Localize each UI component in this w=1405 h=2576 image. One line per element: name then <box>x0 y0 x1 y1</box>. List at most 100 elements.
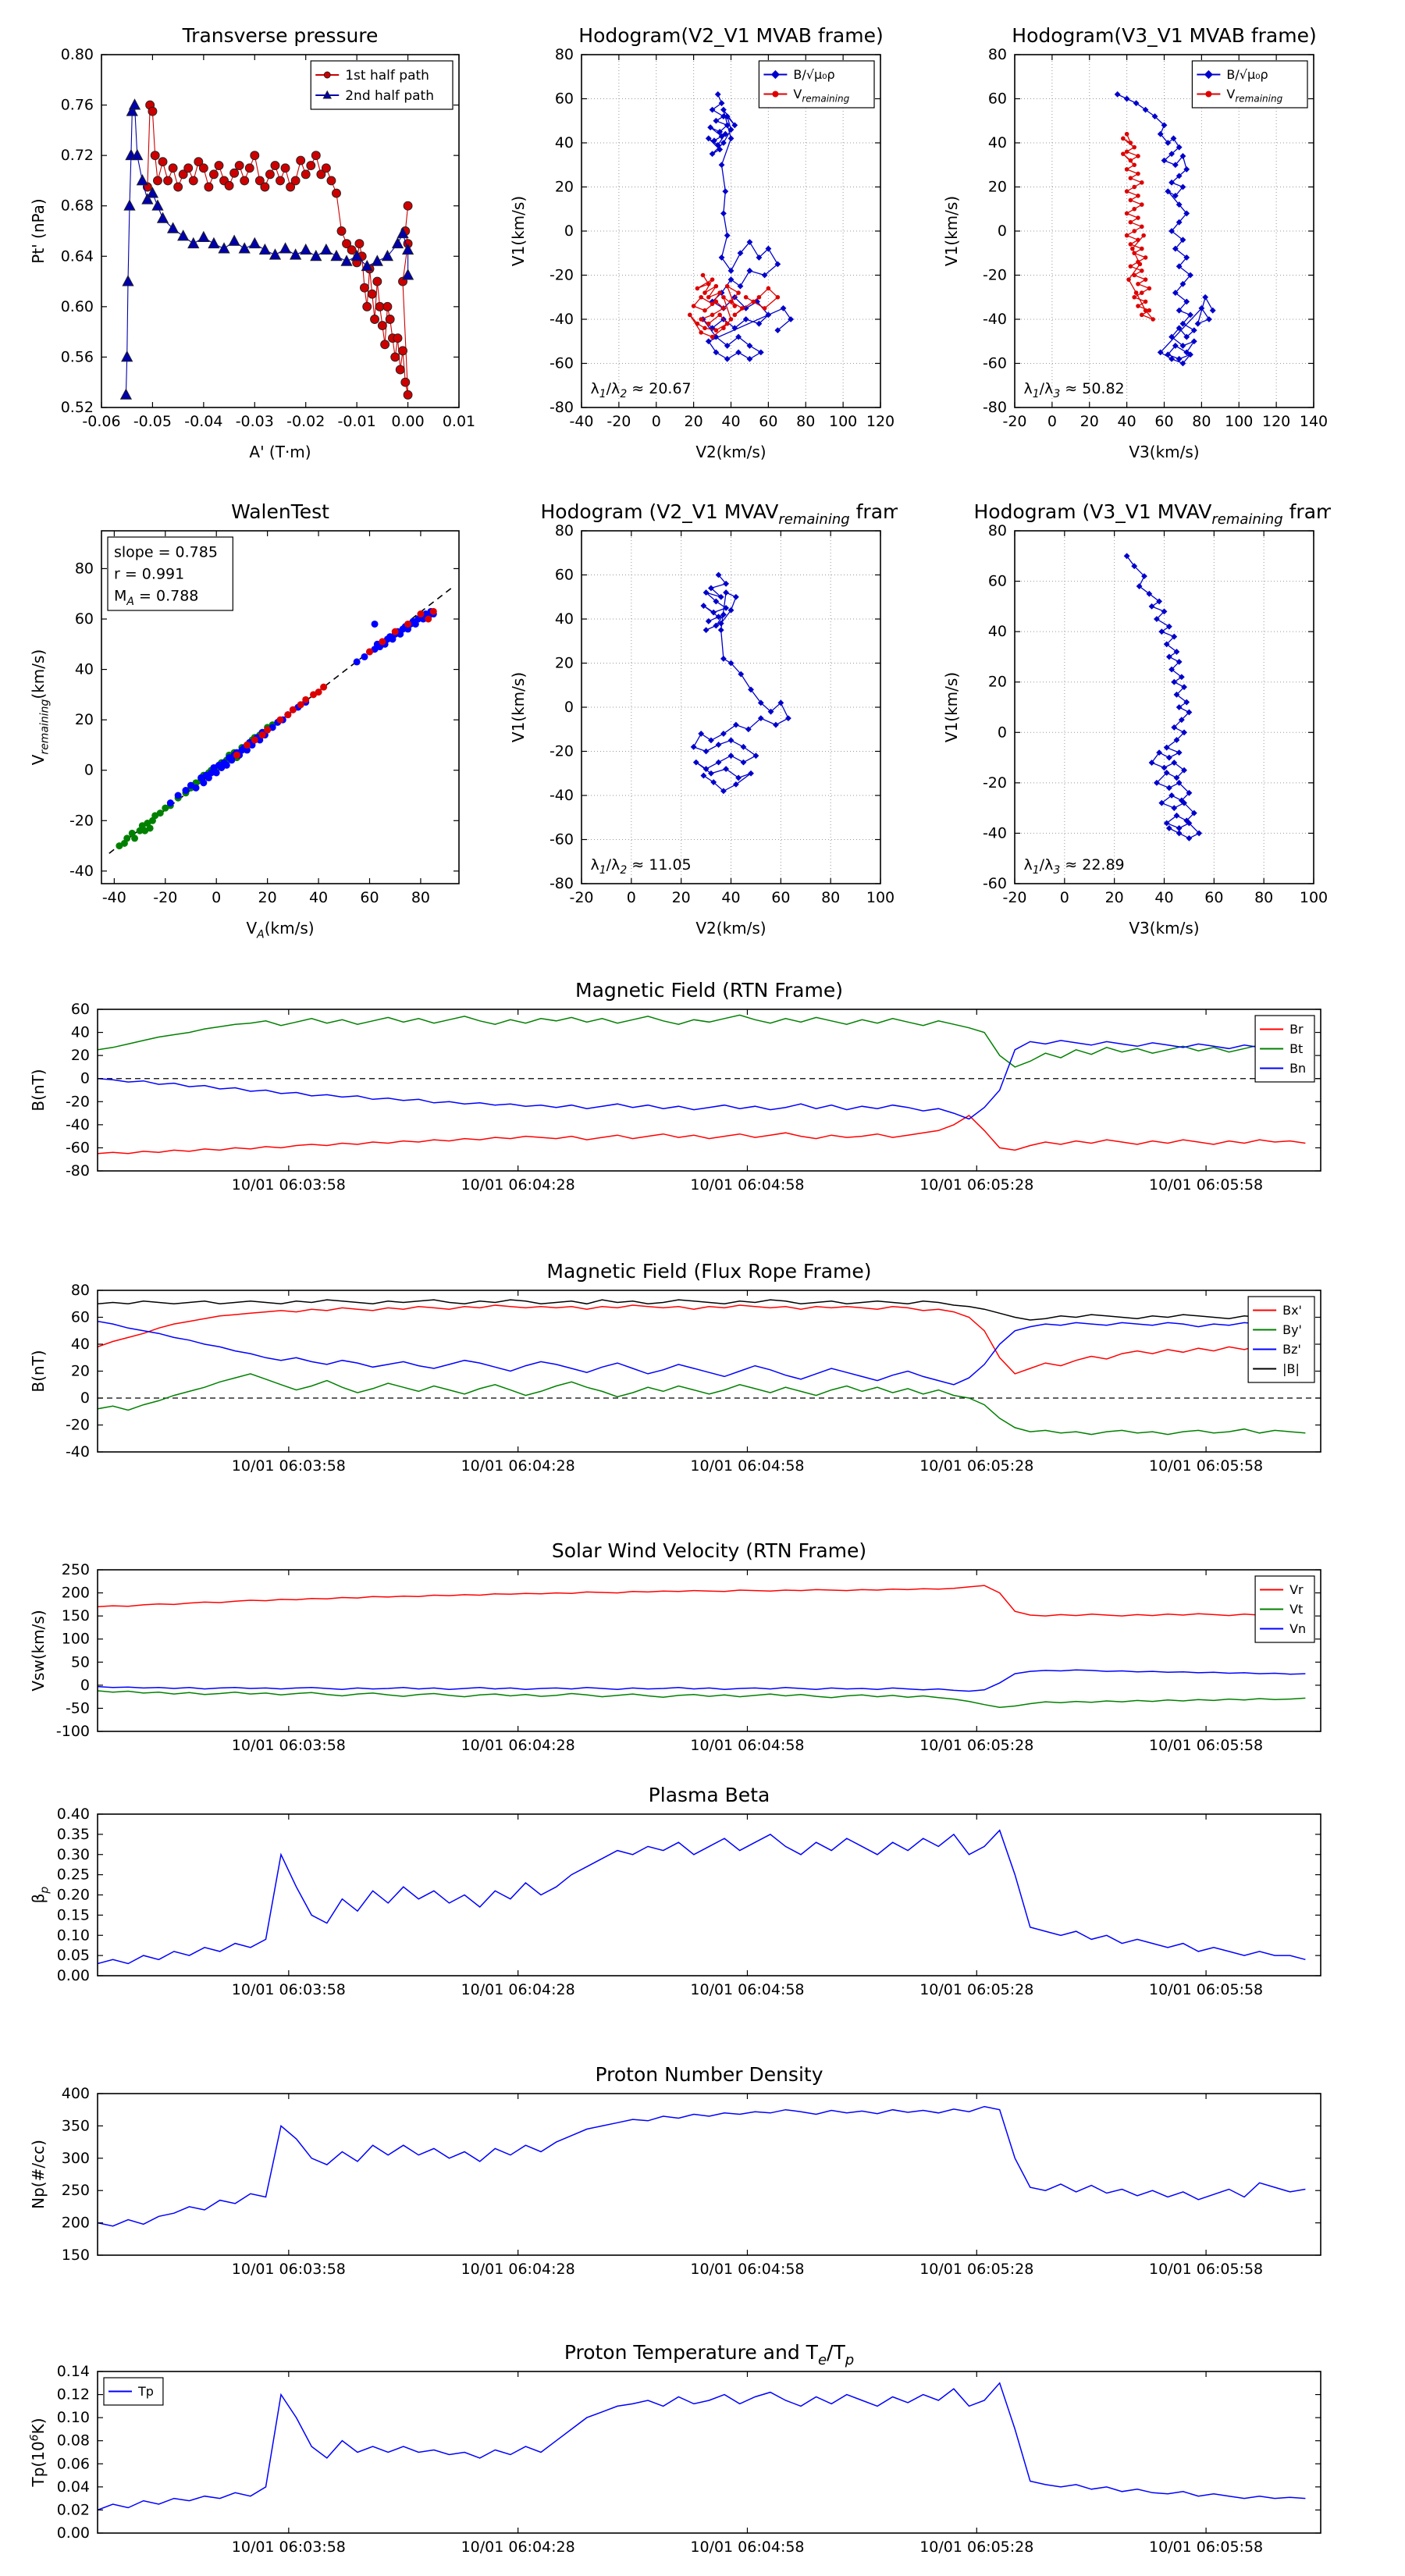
svg-text:10/01 06:05:28: 10/01 06:05:28 <box>919 1737 1033 1754</box>
svg-text:20: 20 <box>71 1363 90 1380</box>
svg-text:80: 80 <box>71 1282 90 1299</box>
svg-text:60: 60 <box>988 91 1007 108</box>
svg-text:0: 0 <box>652 413 661 430</box>
svg-text:Pt' (nPa): Pt' (nPa) <box>29 198 48 263</box>
svg-text:-0.06: -0.06 <box>82 413 120 430</box>
svg-text:0.60: 0.60 <box>61 298 94 315</box>
svg-text:-20: -20 <box>153 889 177 906</box>
svg-text:10/01 06:03:58: 10/01 06:03:58 <box>232 1457 346 1475</box>
svg-text:Bz': Bz' <box>1282 1342 1301 1357</box>
svg-text:120: 120 <box>866 413 895 430</box>
svg-text:0.10: 0.10 <box>57 2409 90 2426</box>
svg-text:0.08: 0.08 <box>57 2432 90 2450</box>
svg-text:20: 20 <box>1105 889 1124 906</box>
svg-text:MA = 0.788: MA = 0.788 <box>114 588 198 608</box>
svg-text:80: 80 <box>411 889 430 906</box>
svg-text:r = 0.991: r = 0.991 <box>114 566 184 583</box>
ts1-canvas: 10/01 06:03:58 10/01 06:04:28 10/01 06:04:… <box>29 979 1321 1194</box>
svg-text:-60: -60 <box>983 355 1007 372</box>
svg-text:Solar Wind Velocity (RTN Frame: Solar Wind Velocity (RTN Frame) <box>552 1539 866 1562</box>
svg-text:0.05: 0.05 <box>57 1947 90 1964</box>
svg-text:0.04: 0.04 <box>57 2478 90 2496</box>
svg-text:-50: -50 <box>66 1699 90 1717</box>
svg-text:80: 80 <box>555 46 574 63</box>
svg-text:-20: -20 <box>66 1093 90 1110</box>
svg-text:40: 40 <box>555 610 574 628</box>
svg-text:Vremaining: Vremaining <box>793 87 849 104</box>
svg-text:350: 350 <box>62 2117 90 2134</box>
svg-text:10/01 06:04:28: 10/01 06:04:28 <box>461 1457 575 1475</box>
svg-text:Br: Br <box>1289 1022 1304 1037</box>
svg-text:-40: -40 <box>66 1116 90 1133</box>
svg-text:-60: -60 <box>550 831 574 849</box>
svg-text:0.76: 0.76 <box>61 97 94 114</box>
svg-text:10/01 06:04:58: 10/01 06:04:58 <box>690 1176 804 1194</box>
p2-canvas: -40 -20 0 20 40 60 80 100 120 -80 -60 -40 -20 0 20 40 60… <box>509 24 895 461</box>
svg-text:Vsw(km/s): Vsw(km/s) <box>29 1610 48 1691</box>
svg-text:20: 20 <box>75 711 94 728</box>
svg-text:10/01 06:03:58: 10/01 06:03:58 <box>232 1981 346 1998</box>
svg-text:Proton Temperature and Te/Tp: Proton Temperature and Te/Tp <box>564 2341 854 2368</box>
svg-text:40: 40 <box>1154 889 1173 906</box>
svg-text:λ1/λ2 ≈ 11.05: λ1/λ2 ≈ 11.05 <box>590 856 691 877</box>
svg-text:60: 60 <box>555 91 574 108</box>
svg-text:-0.02: -0.02 <box>286 413 325 430</box>
svg-text:200: 200 <box>62 2215 90 2232</box>
svg-text:10/01 06:04:58: 10/01 06:04:58 <box>690 2539 804 2556</box>
svg-text:10/01 06:03:58: 10/01 06:03:58 <box>232 1176 346 1194</box>
svg-text:Bx': Bx' <box>1282 1303 1302 1318</box>
svg-text:V1(km/s): V1(km/s) <box>509 196 528 266</box>
svg-text:V2(km/s): V2(km/s) <box>695 443 766 461</box>
svg-text:10/01 06:04:58: 10/01 06:04:58 <box>690 1981 804 1998</box>
svg-text:0: 0 <box>80 1070 90 1087</box>
svg-text:10/01 06:05:28: 10/01 06:05:28 <box>919 2539 1033 2556</box>
proton-temperature-panel: 10/01 06:03:58 10/01 06:04:28 10/01 06:04:… <box>23 2334 1335 2568</box>
p3-canvas: -20 0 20 40 60 80 100 120 140 -80 -60 -40 -20 0 20 40 60… <box>942 24 1328 461</box>
svg-text:-20: -20 <box>550 267 574 284</box>
svg-text:B(nT): B(nT) <box>29 1069 48 1111</box>
svg-text:0.25: 0.25 <box>57 1866 90 1884</box>
proton-number-density-panel: 10/01 06:03:58 10/01 06:04:28 10/01 06:04:… <box>23 2056 1335 2290</box>
svg-text:0: 0 <box>1060 889 1069 906</box>
svg-text:-60: -60 <box>66 1139 90 1156</box>
svg-text:10/01 06:05:58: 10/01 06:05:58 <box>1149 2539 1263 2556</box>
svg-text:60: 60 <box>988 573 1007 590</box>
ts5-canvas: 10/01 06:03:58 10/01 06:04:28 10/01 06:04:… <box>29 2063 1321 2278</box>
svg-text:V3(km/s): V3(km/s) <box>1129 443 1199 461</box>
svg-text:V1(km/s): V1(km/s) <box>942 672 961 742</box>
svg-text:20: 20 <box>685 413 703 430</box>
svg-text:-20: -20 <box>69 812 94 829</box>
svg-text:10/01 06:04:28: 10/01 06:04:28 <box>461 1737 575 1754</box>
svg-text:-40: -40 <box>550 311 574 328</box>
transverse-pressure-panel: -0.06 -0.05 -0.04 -0.03 -0.02 -0.01 0.00 0.01 0.… <box>23 12 476 468</box>
svg-text:-20: -20 <box>983 267 1007 284</box>
svg-text:-40: -40 <box>69 863 94 880</box>
svg-text:0: 0 <box>564 222 574 240</box>
svg-text:-20: -20 <box>569 889 593 906</box>
svg-text:0.00: 0.00 <box>57 1967 90 1984</box>
svg-text:0: 0 <box>212 889 221 906</box>
svg-text:80: 80 <box>1254 889 1273 906</box>
svg-text:40: 40 <box>721 889 740 906</box>
svg-text:60: 60 <box>360 889 379 906</box>
svg-text:0.00: 0.00 <box>57 2524 90 2542</box>
svg-text:60: 60 <box>771 889 790 906</box>
svg-text:-40: -40 <box>102 889 126 906</box>
svg-text:80: 80 <box>988 46 1007 63</box>
svg-text:-80: -80 <box>983 399 1007 416</box>
svg-text:80: 80 <box>796 413 815 430</box>
svg-text:0.01: 0.01 <box>443 413 475 430</box>
plasma-beta-panel: 10/01 06:03:58 10/01 06:04:28 10/01 06:04:… <box>23 1777 1335 2011</box>
svg-text:60: 60 <box>759 413 777 430</box>
svg-text:10/01 06:03:58: 10/01 06:03:58 <box>232 2261 346 2278</box>
svg-text:-20: -20 <box>66 1417 90 1434</box>
svg-text:0.10: 0.10 <box>57 1927 90 1944</box>
svg-text:40: 40 <box>71 1024 90 1041</box>
svg-text:0.14: 0.14 <box>57 2363 90 2380</box>
svg-text:20: 20 <box>672 889 691 906</box>
svg-text:-40: -40 <box>983 824 1007 841</box>
svg-text:Np(#/cc): Np(#/cc) <box>29 2140 48 2209</box>
svg-text:1st half path: 1st half path <box>345 68 429 84</box>
svg-text:Bt: Bt <box>1289 1041 1303 1056</box>
svg-text:200: 200 <box>62 1585 90 1602</box>
